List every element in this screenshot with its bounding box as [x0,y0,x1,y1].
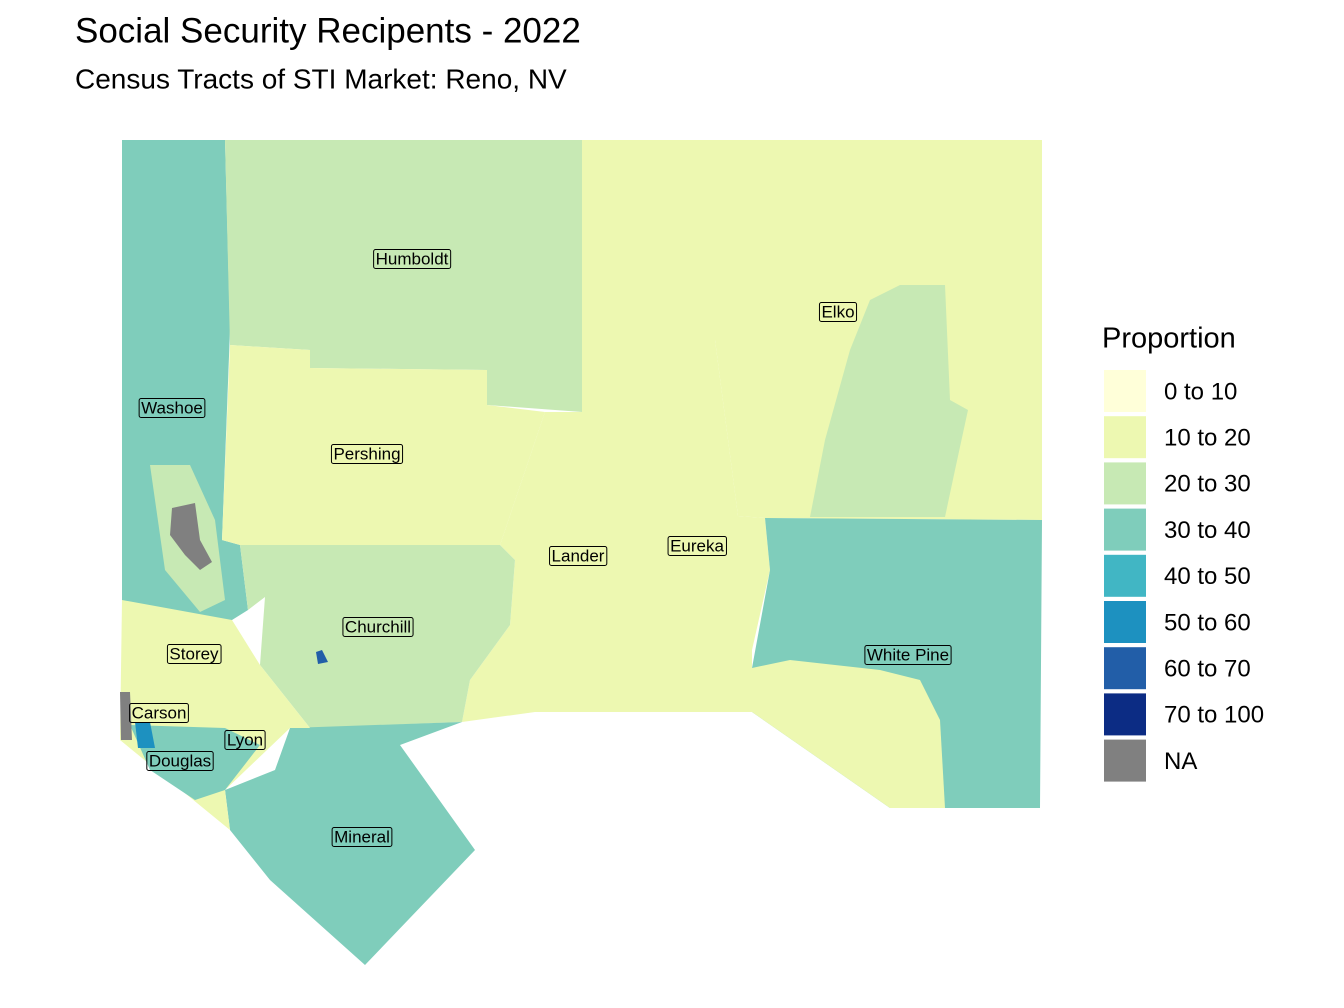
county-label: Elko [821,302,854,321]
label-box [330,443,404,464]
legend-label: 50 to 60 [1164,609,1251,636]
legend-title: Proportion [1102,323,1236,355]
legend-swatch [1104,370,1146,412]
label-box [818,301,858,322]
legend-swatch [1104,416,1146,459]
label-box [549,545,608,566]
map-subtitle: Census Tracts of STI Market: Reno, NV [75,63,567,94]
county-label: Lander [552,546,605,565]
label-box [146,750,214,771]
county-label: Lyon [227,730,263,749]
legend-swatch [1104,462,1146,505]
label-box [224,729,266,750]
label-box [138,397,206,418]
county-label: Mineral [334,827,390,846]
carson-spot [135,722,155,748]
label-box [667,535,727,556]
legend-swatch [1104,601,1146,643]
legend-label: 10 to 20 [1164,425,1251,452]
county-label: Pershing [333,444,400,463]
county-label: Washoe [141,398,203,417]
southwest-inner [130,725,260,800]
county-label: White Pine [867,645,949,664]
lake [170,503,212,570]
label-box [373,248,452,269]
county-label: Carson [132,703,187,722]
label-box [342,616,414,637]
legend-swatch [1104,647,1146,690]
county-label: Humboldt [376,249,449,268]
legend-label: 70 to 100 [1164,702,1264,729]
churchill-spot [316,650,328,664]
mineral-area [225,722,475,965]
label-box [166,643,222,664]
legend-label: 20 to 30 [1164,471,1251,498]
lander-area [462,340,648,722]
carson-na [120,692,132,740]
county-label: Churchill [345,617,411,636]
legend-swatch [1104,508,1146,551]
label-box [864,644,952,665]
legend: 0 to 10 10 to 20 20 to 30 30 to 40 40 to 50 5… [1104,370,1264,782]
legend-label: 40 to 50 [1164,563,1251,590]
white-pine-inner [752,660,945,808]
legend-swatch [1104,554,1146,597]
elko-inner [810,285,968,517]
legend-swatch [1104,739,1146,782]
humboldt-area [225,140,582,412]
legend-label: 30 to 40 [1164,517,1251,544]
label-box [331,826,393,847]
pershing-area [222,345,545,545]
county-labels: Humboldt Elko Washoe Pershing Lander Eur… [129,248,952,847]
legend-label: NA [1164,748,1197,775]
map-title: Social Security Recipents - 2022 [75,11,581,50]
county-label: Storey [169,644,219,663]
legend-label: 60 to 70 [1164,656,1251,683]
legend-label: 0 to 10 [1164,378,1237,405]
label-box [129,702,189,723]
county-label: Douglas [149,751,211,770]
map [120,140,1042,965]
legend-swatch [1104,693,1146,736]
county-label: Eureka [670,536,724,555]
eureka-area [648,340,770,712]
